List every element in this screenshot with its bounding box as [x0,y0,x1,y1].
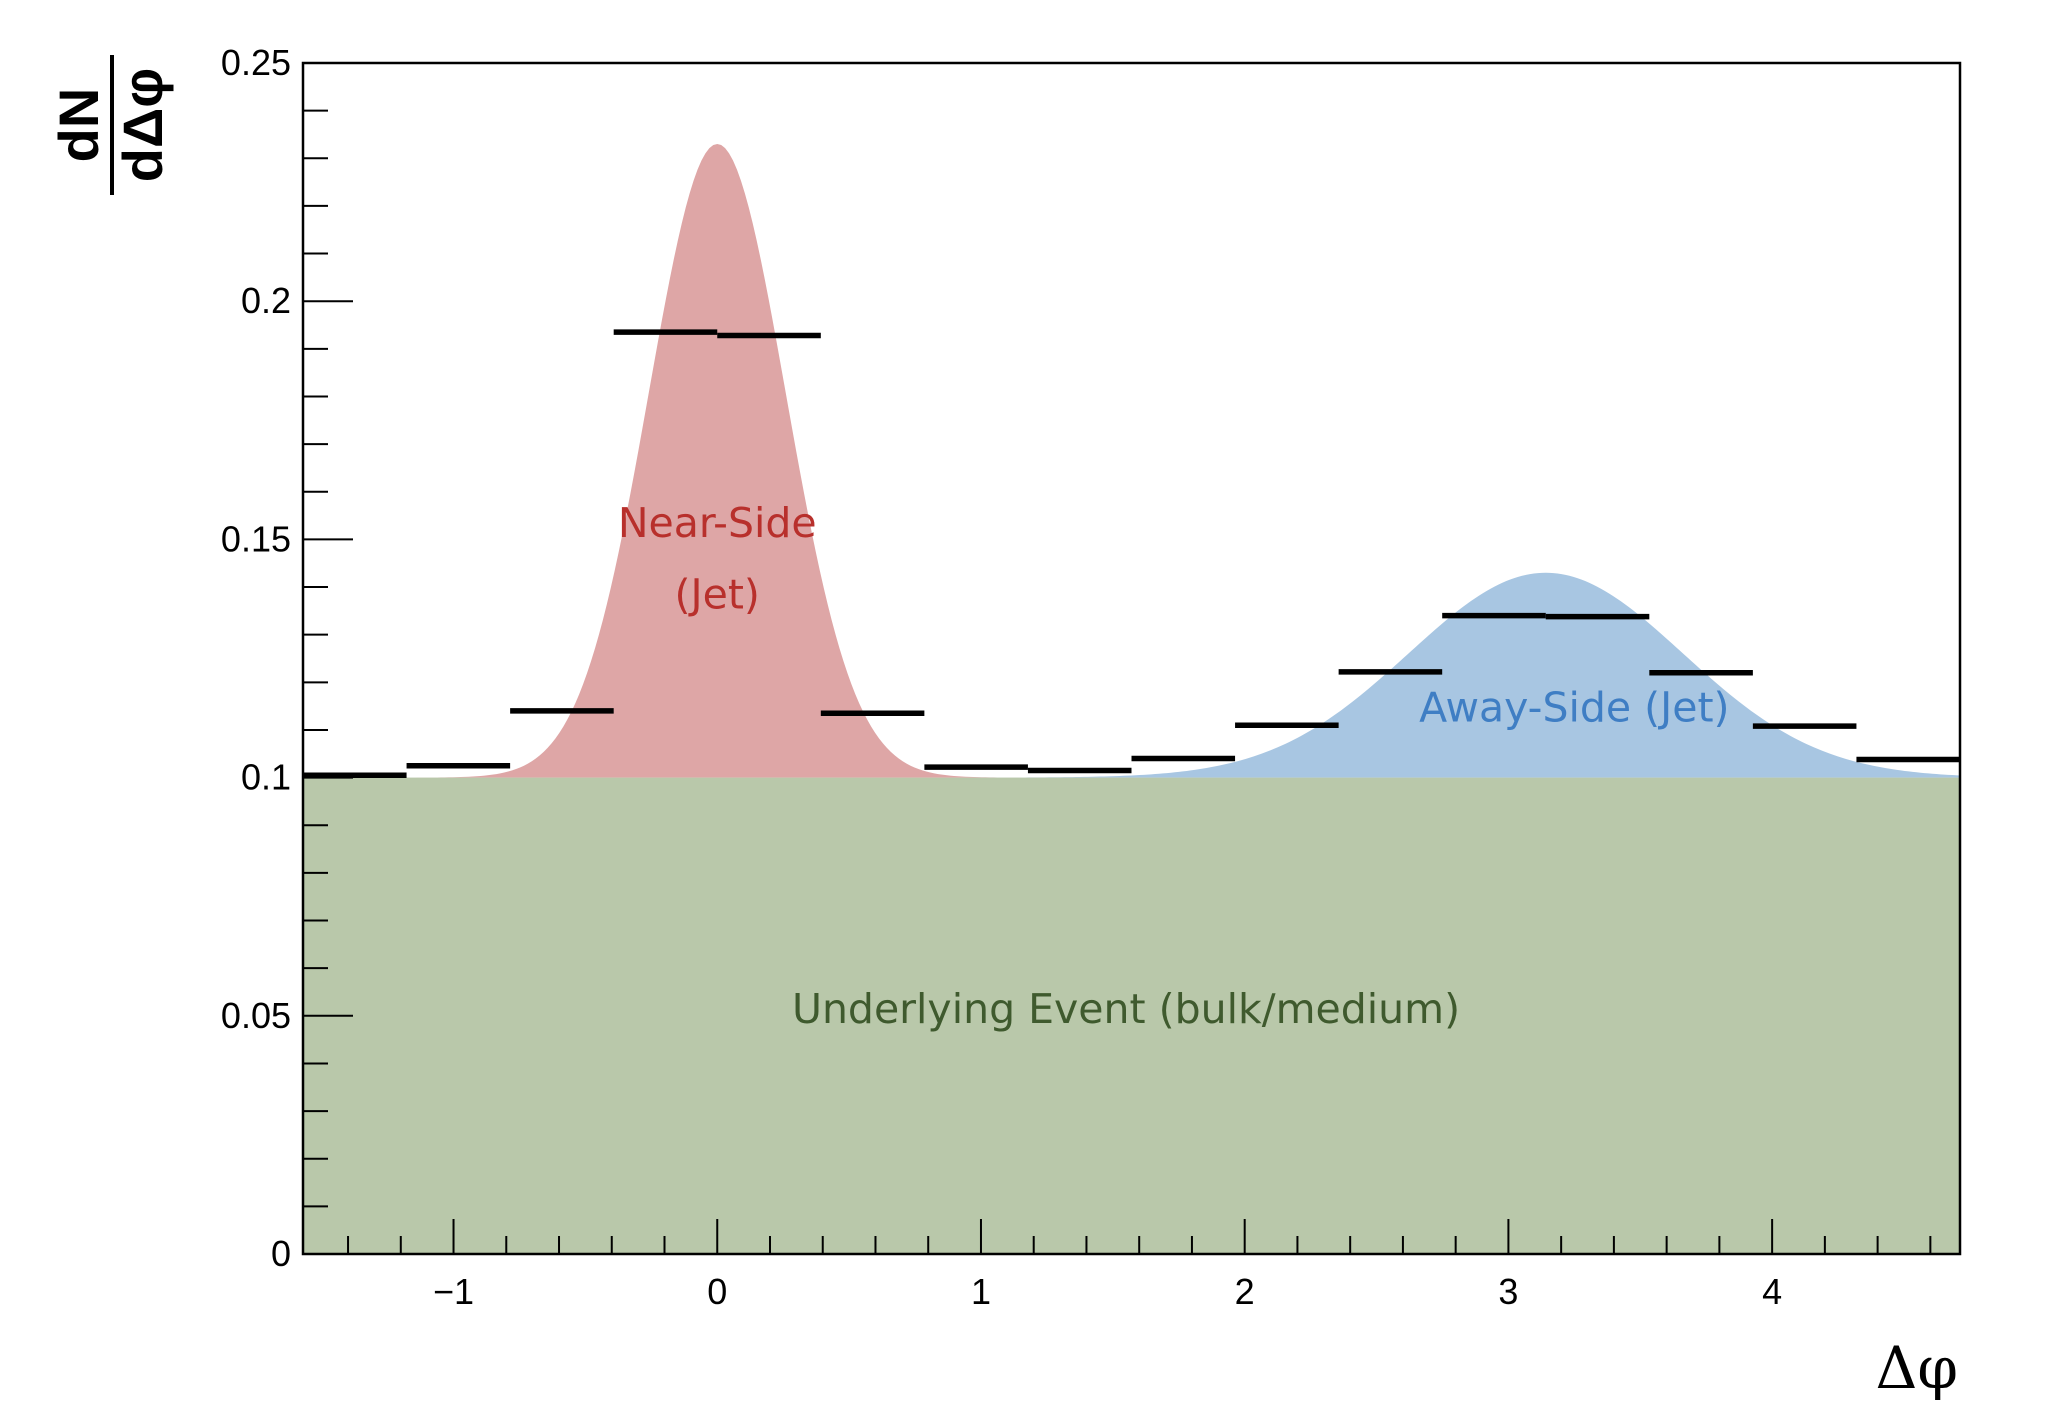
y-tick-label: 0 [271,1233,291,1274]
near-side-label-line-2: (Jet) [675,570,760,618]
away-side-peak [303,572,1960,778]
x-tick-label: 3 [1498,1271,1518,1312]
near-side-label-line-1: Near-Side [618,499,817,547]
underlying-event-band [303,777,1960,1254]
x-tick-label: 2 [1235,1271,1255,1312]
y-tick-label: 0.2 [241,280,291,321]
near-side-peak [303,143,1960,778]
x-tick-label: 4 [1762,1271,1782,1312]
underlying-event-label: Underlying Event (bulk/medium) [792,985,1460,1033]
x-axis-title: Δφ [1876,1334,1959,1402]
y-tick-label: 0.05 [221,995,291,1036]
chart-regions [303,143,1960,1254]
y-axis-title-numerator: dN [47,88,110,163]
region-labels: Near-Side (Jet) Away-Side (Jet) Underlying … [618,499,1730,1033]
y-axis-title-denominator: dΔφ [111,68,174,183]
x-tick-label: 0 [707,1271,727,1312]
away-side-label: Away-Side (Jet) [1419,683,1729,731]
plot-frame [301,61,1962,1256]
y-axis-title: dN dΔφ [47,55,174,195]
axis-ticks [303,62,1932,1255]
x-tick-label: −1 [433,1271,474,1312]
histogram-bins [303,329,1960,778]
y-tick-label: 0.15 [221,518,291,559]
x-tick-label: 1 [971,1271,991,1312]
y-tick-label: 0.25 [221,42,291,83]
y-tick-label: 0.1 [241,757,291,798]
axis-tick-labels: 0 0.05 0.1 0.15 0.2 0.25 −1 0 1 2 3 4 [221,42,1782,1312]
